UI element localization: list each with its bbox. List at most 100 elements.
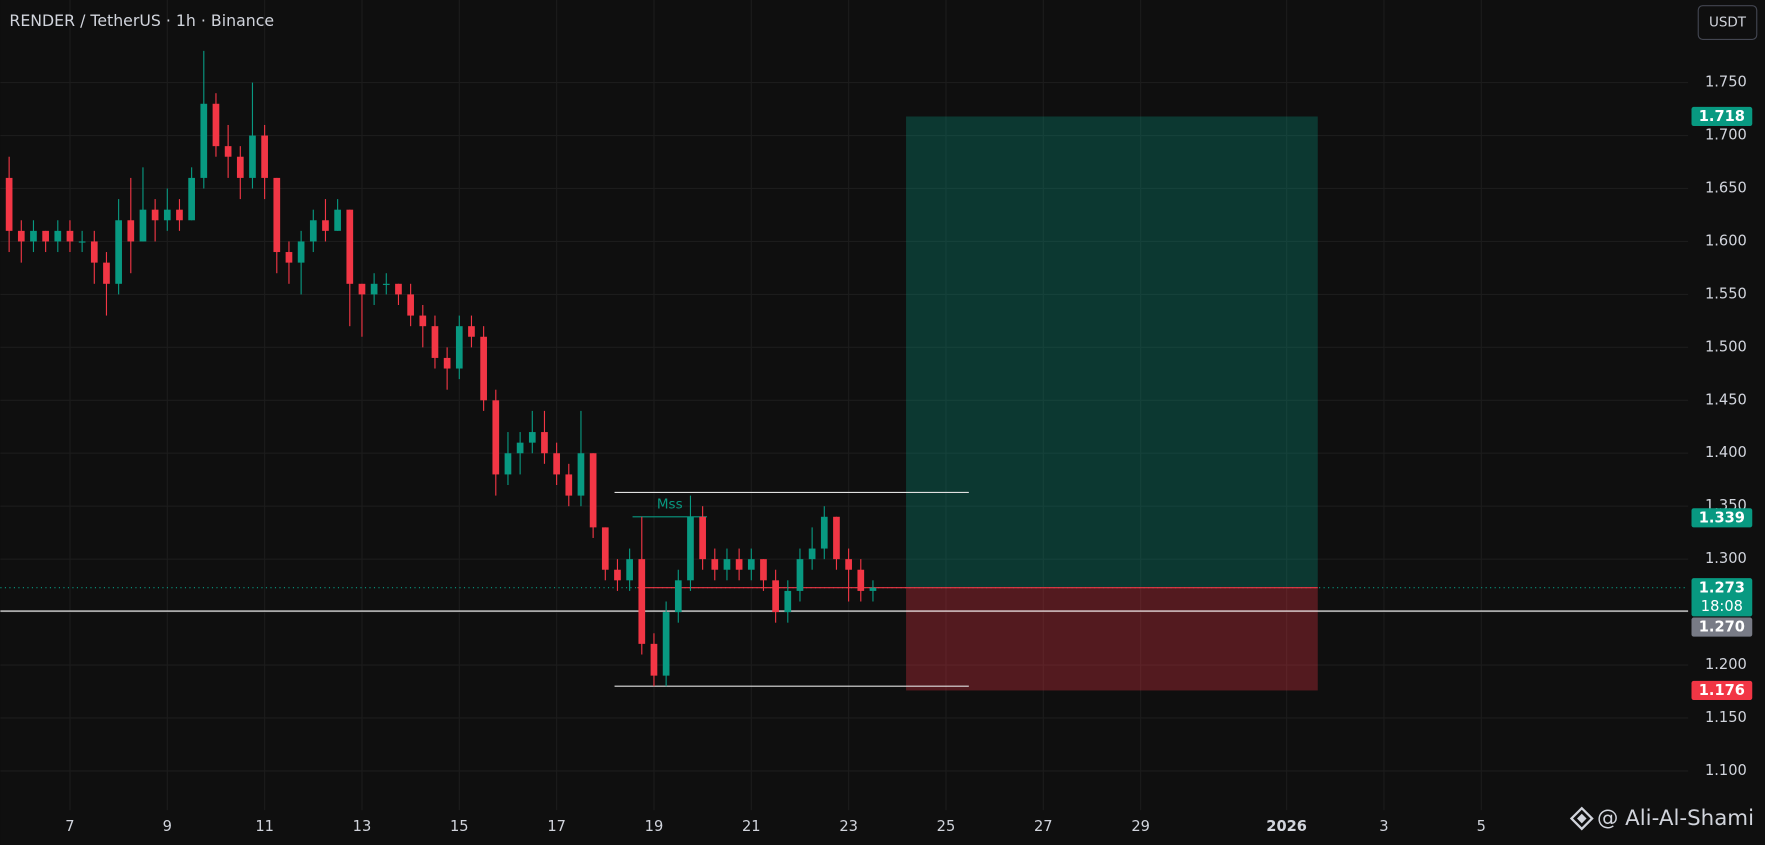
chart-title: RENDER / TetherUS · 1h · Binance	[9, 11, 274, 30]
x-tick-label: 11	[255, 818, 274, 835]
candle-body	[626, 559, 633, 581]
x-tick-label: 15	[450, 818, 469, 835]
currency-label[interactable]: USDT	[1709, 15, 1747, 31]
grid	[0, 0, 1689, 811]
candle-body	[541, 432, 548, 454]
y-tick-label: 1.700	[1705, 127, 1747, 144]
candle-body	[261, 135, 268, 178]
price-marker-label: 1.176	[1699, 682, 1745, 699]
y-tick-label: 1.650	[1705, 179, 1747, 196]
candle-body	[224, 146, 232, 157]
candle-body	[370, 283, 378, 295]
watermark-icon	[1569, 806, 1594, 831]
candle-body	[784, 590, 792, 613]
candle-body	[127, 220, 135, 242]
candle-body	[322, 220, 329, 231]
candle-body	[857, 569, 865, 591]
candle-body	[772, 580, 779, 613]
candle-body	[650, 643, 658, 676]
watermark: @ Ali-Al-Shami	[1597, 806, 1754, 831]
candle-body	[565, 474, 573, 496]
y-tick-label: 1.550	[1705, 285, 1747, 302]
candle-body	[200, 103, 208, 178]
target-zone	[906, 116, 1318, 588]
mss-label: Mss	[657, 496, 683, 512]
candle-body	[54, 230, 62, 242]
candle-body	[869, 587, 877, 591]
candle-body	[614, 569, 621, 581]
candle-body	[30, 230, 37, 242]
candle-body	[358, 283, 366, 295]
x-tick-label: 7	[65, 818, 74, 835]
candle-body	[760, 559, 767, 581]
candle-body	[553, 453, 560, 475]
candle-body	[845, 559, 852, 570]
y-tick-label: 1.300	[1705, 550, 1747, 567]
x-tick-label: 2026	[1266, 818, 1307, 835]
candle-body	[17, 230, 25, 242]
x-tick-label: 13	[353, 818, 372, 835]
candle-body	[516, 442, 524, 454]
candle-body	[273, 177, 281, 253]
candle-body	[577, 453, 585, 496]
candle-body	[285, 252, 293, 263]
price-marker	[1691, 508, 1753, 528]
candle-body	[808, 548, 816, 560]
candle-body	[820, 516, 828, 549]
y-tick-label: 1.750	[1705, 74, 1747, 91]
candle-body	[735, 559, 743, 570]
candles	[5, 50, 877, 687]
candle-body	[711, 559, 719, 570]
candle-body	[163, 209, 171, 221]
price-marker	[1691, 106, 1753, 127]
candle-body	[480, 336, 487, 401]
candle-body	[407, 294, 414, 316]
price-marker	[1691, 680, 1753, 701]
candle-body	[638, 559, 646, 644]
currency-button[interactable]	[1697, 5, 1758, 40]
x-tick-label: 17	[547, 818, 566, 835]
candle-body	[188, 177, 195, 221]
price-marker	[1691, 578, 1753, 617]
candle-body	[334, 209, 341, 231]
countdown-label: 18:08	[1701, 598, 1743, 615]
x-tick-label: 5	[1477, 818, 1486, 835]
candle-body	[297, 241, 305, 263]
x-tick-label: 9	[163, 818, 172, 835]
candle-body	[747, 559, 755, 570]
candle-body	[504, 453, 512, 475]
candle-body	[796, 559, 804, 591]
candle-body	[395, 283, 402, 295]
y-tick-label: 1.600	[1705, 232, 1747, 249]
candle-body	[528, 432, 536, 443]
candle-body	[455, 326, 463, 369]
candle-body	[699, 516, 706, 560]
x-tick-label: 29	[1131, 818, 1150, 835]
x-tick-label: 27	[1034, 818, 1053, 835]
candle-body	[139, 209, 147, 242]
candle-body	[151, 209, 159, 221]
candle-body	[662, 612, 670, 676]
candle-body	[212, 103, 220, 147]
candle-body	[723, 559, 731, 570]
y-tick-label: 1.450	[1705, 391, 1747, 408]
candle-body	[346, 209, 354, 284]
y-tick-label: 1.100	[1705, 762, 1747, 779]
y-tick-label: 1.500	[1705, 338, 1747, 355]
x-tick-label: 3	[1379, 818, 1388, 835]
x-tick-label: 21	[742, 818, 761, 835]
price-marker-label: 1.718	[1699, 108, 1745, 125]
candle-body	[492, 400, 500, 475]
candle-body	[687, 516, 694, 581]
candle-body	[309, 220, 317, 242]
candle-body	[90, 241, 98, 263]
price-marker-label: 1.339	[1699, 509, 1745, 526]
candle-body	[601, 527, 609, 570]
candle-body	[443, 357, 451, 369]
x-tick-label: 19	[645, 818, 664, 835]
candle-body	[589, 453, 597, 528]
x-tick-label: 25	[937, 818, 956, 835]
candle-body	[103, 262, 110, 284]
